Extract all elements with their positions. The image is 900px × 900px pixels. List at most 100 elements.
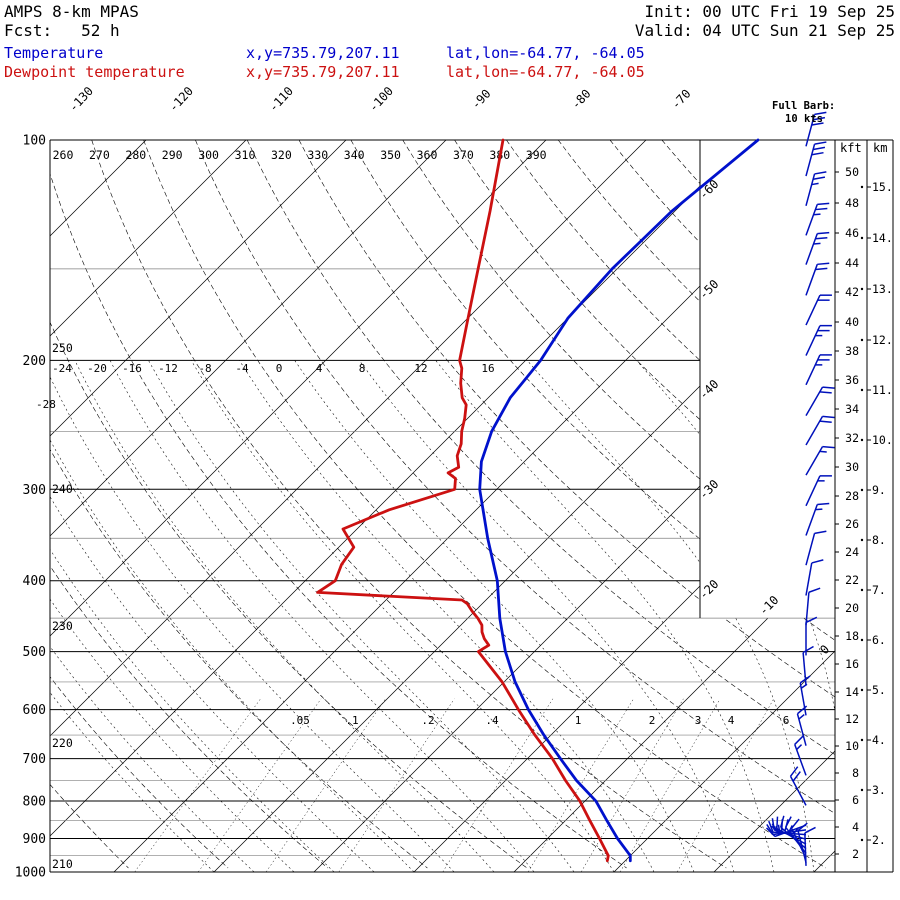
svg-text:210: 210 [52,857,73,871]
svg-text:22: 22 [845,573,859,587]
svg-text:250: 250 [52,341,73,355]
svg-text:46: 46 [845,226,859,240]
svg-text:600: 600 [23,703,46,718]
svg-text:50: 50 [845,165,859,179]
svg-text:3.: 3. [872,783,886,797]
forecast-hour: Fcst: 52 h [4,21,120,40]
svg-text:7.: 7. [872,583,886,597]
svg-text:14: 14 [845,685,859,699]
svg-text:30: 30 [845,460,859,474]
svg-text:390: 390 [526,148,547,162]
grid-layer [50,140,835,872]
svg-text:300: 300 [198,148,219,162]
svg-text:8.: 8. [872,533,886,547]
grid-labels: -130 -120 -110 -100 -90 -80 -70-60-50-40-30-20… [36,84,832,871]
svg-text:10 kts: 10 kts [785,113,823,125]
svg-text:4: 4 [852,820,859,834]
svg-text:40: 40 [845,315,859,329]
svg-text:-8: -8 [198,362,211,375]
svg-text:330: 330 [307,148,328,162]
svg-text:370: 370 [453,148,474,162]
svg-text:300: 300 [23,483,46,498]
model-title: AMPS 8-km MPAS [4,2,139,21]
svg-text:4: 4 [316,362,323,375]
svg-text:48: 48 [845,196,859,210]
svg-text:Full Barb:: Full Barb: [772,100,835,112]
svg-text:310: 310 [235,148,256,162]
dewpoint-latlon: lat,lon=-64.77, -64.05 [446,63,645,81]
svg-text:42: 42 [845,285,859,299]
svg-text:3: 3 [695,714,702,727]
svg-text:400: 400 [23,574,46,589]
svg-text:24: 24 [845,545,859,559]
svg-text:100: 100 [23,134,46,149]
svg-text:1000: 1000 [15,866,46,881]
valid-time: Valid: 04 UTC Sun 21 Sep 25 [634,21,895,40]
svg-text:.2: .2 [421,714,434,727]
svg-text:32: 32 [845,431,859,445]
svg-text:200: 200 [23,354,46,369]
dewpoint-curve [316,138,610,863]
svg-text:900: 900 [23,832,46,847]
svg-text:270: 270 [89,148,110,162]
svg-text:.1: .1 [345,714,358,727]
svg-text:8: 8 [359,362,366,375]
svg-text:6: 6 [852,793,859,807]
svg-text:8: 8 [852,766,859,780]
svg-text:260: 260 [53,148,74,162]
svg-text:280: 280 [125,148,146,162]
svg-text:34: 34 [845,402,859,416]
svg-text:13.: 13. [872,282,893,296]
svg-text:12: 12 [845,712,859,726]
svg-text:10.: 10. [872,433,893,447]
svg-text:2.: 2. [872,833,886,847]
height-scales: kft km50484644424038363432302826242220181… [835,141,893,861]
header: AMPS 8-km MPAS Fcst: 52 h Init: 00 UTC F… [0,0,900,100]
svg-text:16: 16 [481,362,494,375]
svg-text:700: 700 [23,752,46,767]
dewpoint-xy: x,y=735.79,207.11 [246,63,400,81]
svg-text:10: 10 [845,739,859,753]
temperature-xy: x,y=735.79,207.11 [246,44,400,62]
svg-text:-28: -28 [36,398,56,411]
svg-text:15.: 15. [872,180,893,194]
svg-text:240: 240 [52,482,73,496]
svg-text:340: 340 [344,148,365,162]
svg-text:-20: -20 [87,362,107,375]
svg-text:26: 26 [845,517,859,531]
svg-text:-24: -24 [52,362,72,375]
svg-text:230: 230 [52,619,73,633]
svg-text:290: 290 [162,148,183,162]
svg-text:4: 4 [728,714,735,727]
barb-legend: Full Barb:10 kts [772,100,835,125]
frame [49,139,894,873]
dewpoint-legend-label: Dewpoint temperature [4,63,185,81]
svg-text:6.: 6. [872,633,886,647]
svg-text:350: 350 [380,148,401,162]
init-time: Init: 00 UTC Fri 19 Sep 25 [644,2,895,21]
svg-text:800: 800 [23,795,46,810]
svg-text:360: 360 [417,148,438,162]
svg-text:9.: 9. [872,483,886,497]
svg-text:20: 20 [845,601,859,615]
svg-text:320: 320 [271,148,292,162]
svg-text:0: 0 [817,642,832,657]
svg-text:220: 220 [52,736,73,750]
svg-text:36: 36 [845,373,859,387]
svg-text:18: 18 [845,629,859,643]
svg-text:-4: -4 [235,362,249,375]
svg-text:1: 1 [575,714,582,727]
svg-text:-10: -10 [756,593,781,618]
svg-text:2: 2 [649,714,656,727]
svg-text:44: 44 [845,256,859,270]
svg-text:12: 12 [414,362,427,375]
temperature-legend-label: Temperature [4,44,104,62]
svg-text:11.: 11. [872,383,893,397]
svg-text:38: 38 [845,344,859,358]
svg-text:5.: 5. [872,683,886,697]
svg-text:12.: 12. [872,333,893,347]
svg-text:16: 16 [845,657,859,671]
